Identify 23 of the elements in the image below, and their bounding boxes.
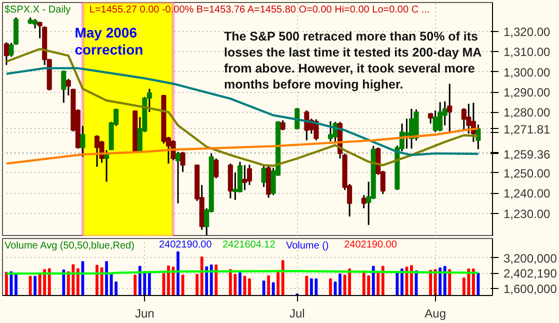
chart-title: Volume Avg (50,50,blue,Red) — [4, 240, 134, 252]
x-tick-label: Jul — [289, 306, 305, 320]
annotation: 2421604.12 — [222, 240, 276, 250]
annotation: 2402190.00 — [344, 240, 398, 250]
y-tick-label: 3,200,000 — [504, 251, 558, 266]
annotation: The S&P 500 retraced more than 50% of its losses the last time it tested its 200-day MA from above. However, it took several more months before moving higher. — [224, 30, 482, 92]
annotation: 2402190.00 — [158, 240, 212, 250]
x-tick-label: Jun — [134, 306, 154, 320]
y-tick-label: 2,402,190 — [504, 266, 558, 281]
y-tick-label: 1,271.81 — [504, 122, 551, 136]
chart-title: $SPX.X - Daily — [4, 4, 71, 16]
y-tick-label: 1,240.00 — [504, 186, 551, 201]
y-tick-label: 1,259.36 — [504, 147, 551, 162]
y-tick-label: 1,250.00 — [504, 166, 551, 180]
y-tick-label: 1,320.00 — [504, 24, 551, 39]
y-tick-label: 1,280.00 — [504, 106, 551, 120]
y-tick-label: 1,290.00 — [504, 86, 551, 100]
x-tick-label: Aug — [424, 306, 446, 320]
y-tick-label: 1,300.00 — [504, 65, 551, 80]
annotation: Volume () — [286, 240, 329, 252]
y-tick-label: 1,600,000 — [504, 282, 558, 296]
y-tick-label: 1,310.00 — [504, 45, 551, 60]
y-tick-label: 1,230.00 — [504, 206, 551, 221]
